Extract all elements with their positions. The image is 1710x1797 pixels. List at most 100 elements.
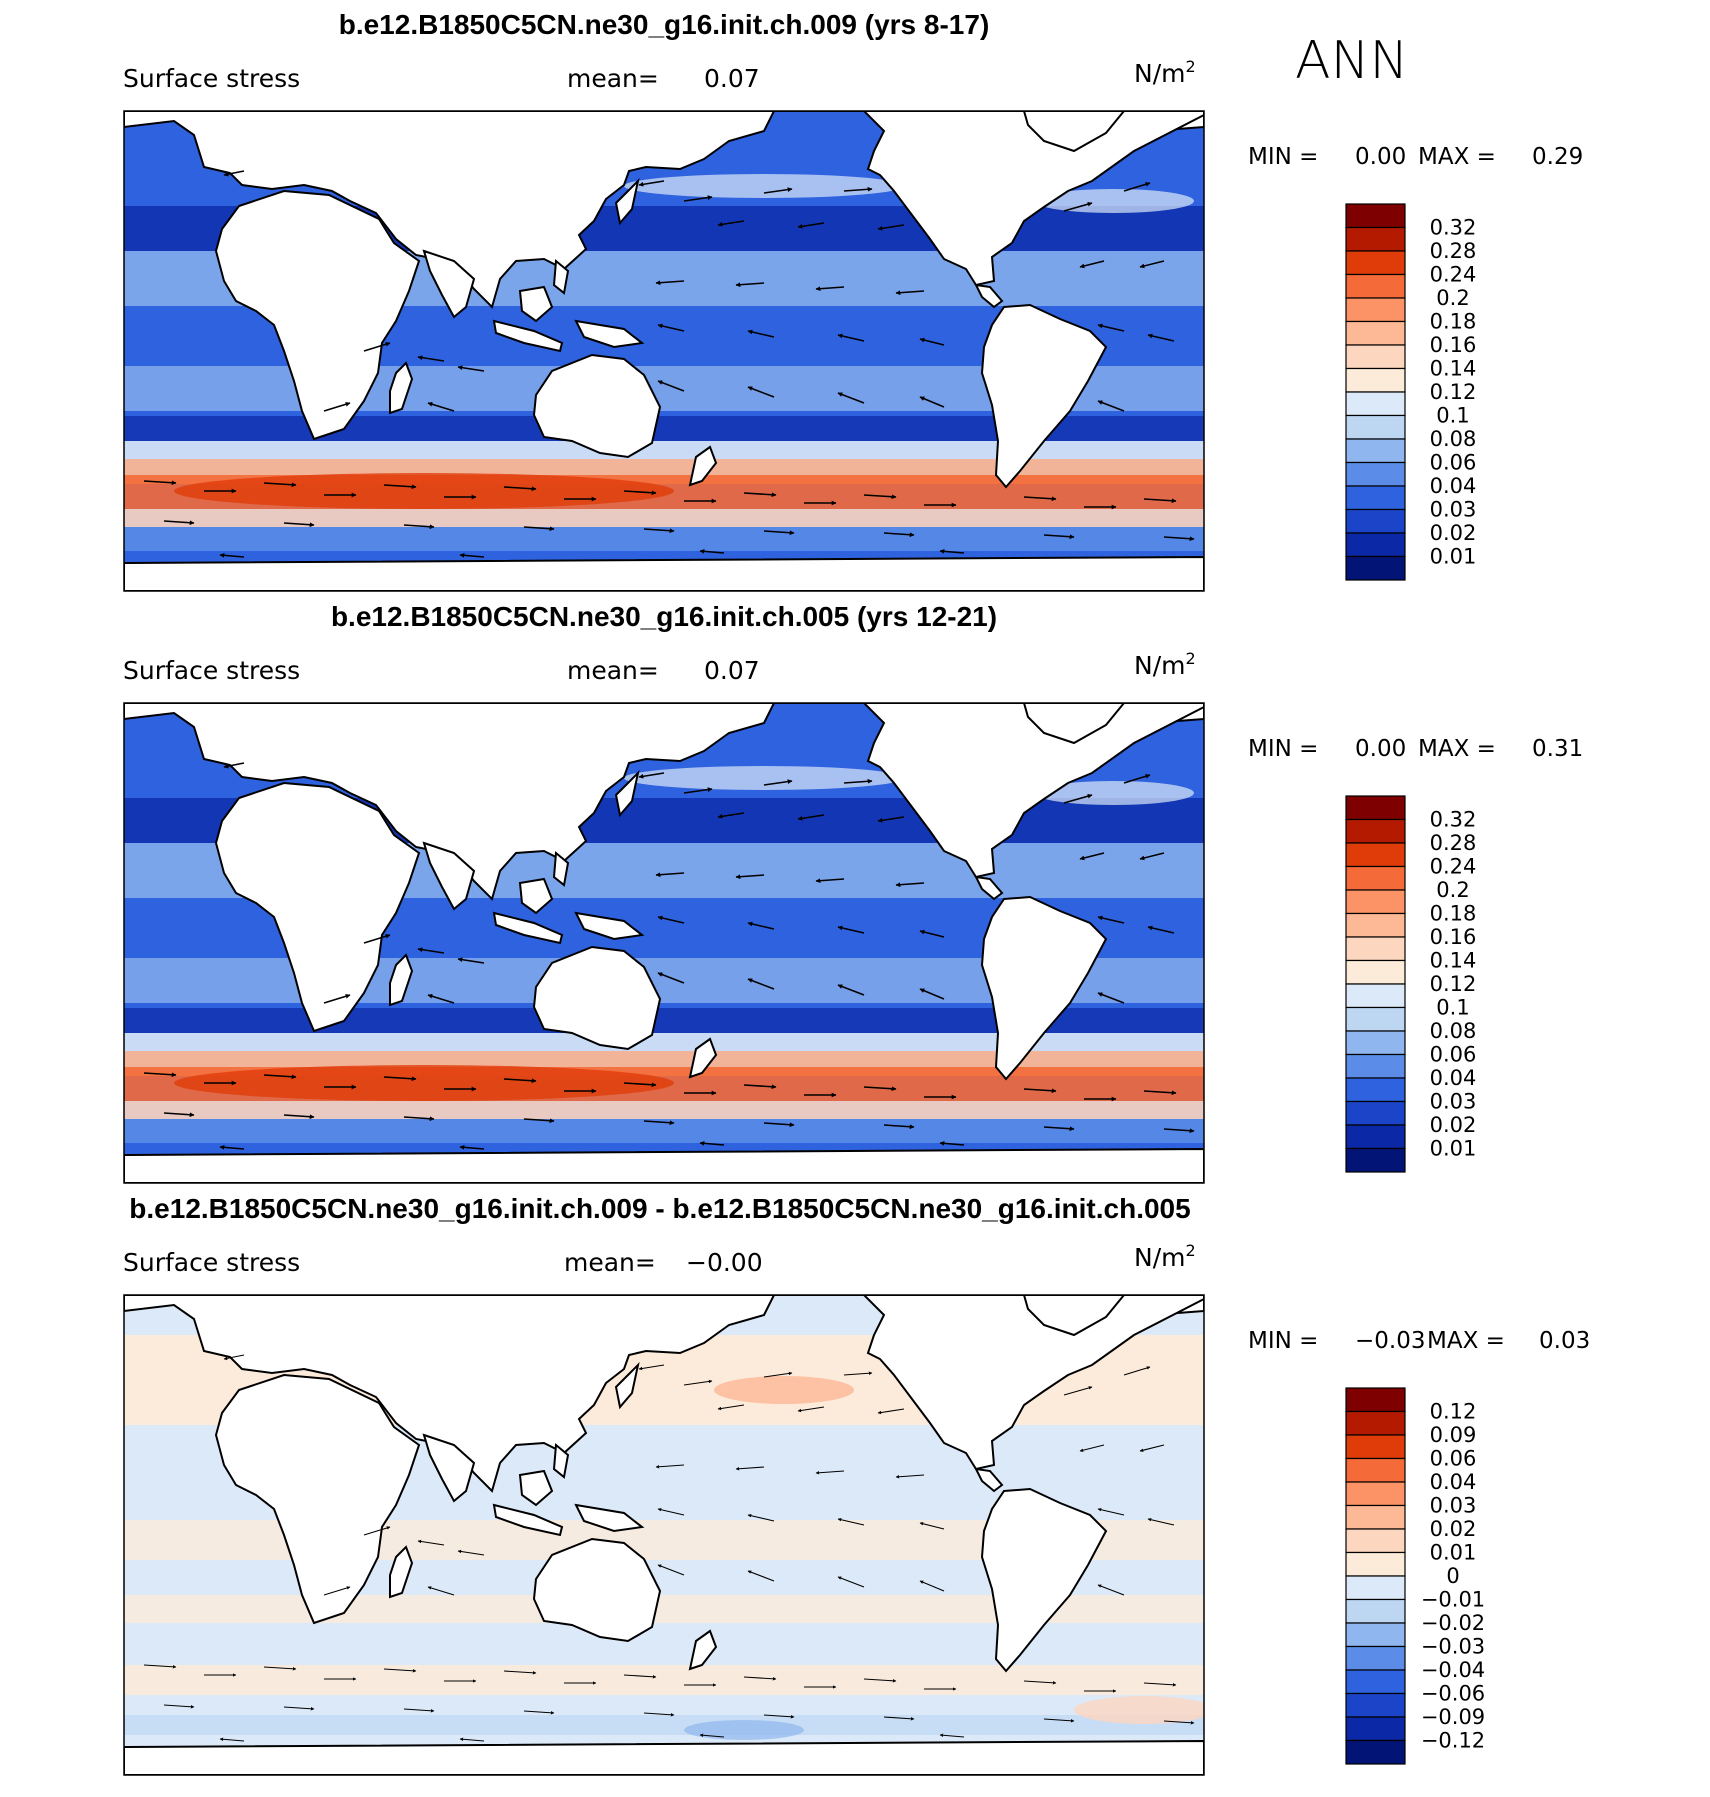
map-frame <box>123 1294 1205 1776</box>
mean-value: 0.07 <box>704 64 760 93</box>
colorbar-box <box>1345 1551 1406 1577</box>
colorbar-box <box>1345 320 1406 346</box>
colorbar-box <box>1345 297 1406 323</box>
colorbar: 0.320.280.240.20.180.160.140.120.10.080.… <box>1345 795 1477 1173</box>
surface-stress-label: Surface stress <box>123 64 300 93</box>
colorbar-tick-label: 0.24 <box>1430 263 1477 287</box>
colorbar-tick-label: −0.09 <box>1421 1705 1485 1729</box>
colorbar-box <box>1345 889 1406 915</box>
max-label: MAX = <box>1418 144 1496 170</box>
colorbar-box <box>1345 485 1406 511</box>
colorbar-tick-label: 0.18 <box>1430 310 1477 334</box>
colorbar-tick-label: 0.04 <box>1430 1470 1477 1494</box>
units-label: N/m2 <box>1134 649 1196 680</box>
colorbar-box <box>1345 532 1406 558</box>
colorbar-tick-label: −0.06 <box>1421 1682 1485 1706</box>
colorbar-tick-label: 0.06 <box>1430 451 1477 475</box>
map-plot <box>123 702 1205 1184</box>
min-label: MIN = <box>1248 1328 1318 1354</box>
colorbar-box <box>1345 1504 1406 1530</box>
max-value: 0.03 <box>1539 1328 1590 1354</box>
north-pacific-jet <box>624 174 904 198</box>
colorbar-tick-label: 0.09 <box>1430 1423 1477 1447</box>
map-plot <box>123 1294 1205 1776</box>
colorbar-box <box>1345 461 1406 487</box>
colorbar-tick-label: 0.14 <box>1430 357 1477 381</box>
colorbar-box <box>1345 1387 1406 1413</box>
colorbar-box <box>1345 1481 1406 1507</box>
westerly-edge-band <box>124 1033 1204 1051</box>
units-label: N/m2 <box>1134 57 1196 88</box>
southern-ocean-warm-band <box>124 1665 1204 1695</box>
north-atlantic-jet <box>1034 781 1194 805</box>
colorbar-tick-label: 0.16 <box>1430 925 1477 949</box>
colorbar-box <box>1345 1645 1406 1671</box>
colorbar-tick-label: 0.03 <box>1430 1494 1477 1518</box>
colorbar-tick-label: 0.12 <box>1430 1400 1477 1424</box>
westerly-south-band <box>124 1101 1204 1119</box>
colorbar-box <box>1345 438 1406 464</box>
colorbar-box <box>1345 1124 1406 1150</box>
colorbar-box <box>1345 1669 1406 1695</box>
max-label: MAX = <box>1427 1328 1505 1354</box>
mean-label: mean= <box>567 64 659 93</box>
colorbar-tick-label: −0.02 <box>1421 1611 1485 1635</box>
colorbar: 0.320.280.240.20.180.160.140.120.10.080.… <box>1345 203 1477 581</box>
colorbar-tick-label: −0.12 <box>1421 1729 1485 1753</box>
colorbar-box <box>1345 842 1406 868</box>
colorbar-box <box>1345 1030 1406 1056</box>
colorbar-tick-label: 0.02 <box>1430 1113 1477 1137</box>
colorbar-box <box>1345 367 1406 393</box>
map-frame <box>123 702 1205 1184</box>
colorbar-box <box>1345 414 1406 440</box>
north-pacific-jet <box>624 766 904 790</box>
colorbar-tick-label: 0.28 <box>1430 239 1477 263</box>
colorbar-box <box>1345 250 1406 276</box>
colorbar-tick-label: 0.03 <box>1430 1090 1477 1114</box>
colorbar-tick-label: 0.08 <box>1430 1019 1477 1043</box>
map-panel-2: b.e12.B1850C5CN.ne30_g16.init.ch.005 (yr… <box>123 601 1583 1184</box>
mean-value: 0.07 <box>704 656 760 685</box>
colorbar-box <box>1345 555 1406 581</box>
colorbar-box <box>1345 959 1406 985</box>
units-label: N/m2 <box>1134 1241 1196 1272</box>
colorbar-tick-label: 0.32 <box>1430 808 1477 832</box>
colorbar-box <box>1345 1692 1406 1718</box>
colorbar-tick-label: 0.12 <box>1430 380 1477 404</box>
colorbar-box <box>1345 936 1406 962</box>
units-superscript: 2 <box>1185 57 1195 76</box>
map-panel-1: b.e12.B1850C5CN.ne30_g16.init.ch.009 (yr… <box>123 9 1583 592</box>
storm-track-core <box>174 473 674 509</box>
colorbar-tick-label: 0.1 <box>1436 996 1469 1020</box>
surface-stress-label: Surface stress <box>123 656 300 685</box>
storm-track-core <box>174 1065 674 1101</box>
colorbar-box <box>1345 273 1406 299</box>
colorbar-tick-label: 0.18 <box>1430 902 1477 926</box>
colorbar-box <box>1345 983 1406 1009</box>
min-value: −0.03 <box>1355 1328 1425 1354</box>
colorbar-tick-label: 0.04 <box>1430 474 1477 498</box>
npac-diff-max <box>714 1376 854 1404</box>
colorbar-tick-label: 0.01 <box>1430 1541 1477 1565</box>
season-label: ANN <box>1295 31 1408 91</box>
colorbar-box <box>1345 1006 1406 1032</box>
colorbar-tick-label: 0.06 <box>1430 1043 1477 1067</box>
colorbar-tick-label: 0.14 <box>1430 949 1477 973</box>
colorbar-tick-label: 0.04 <box>1430 1066 1477 1090</box>
max-value: 0.29 <box>1532 144 1583 170</box>
westerly-edge-band <box>124 441 1204 459</box>
colorbar-tick-label: 0.2 <box>1436 878 1469 902</box>
colorbar-box <box>1345 226 1406 252</box>
colorbar-tick-label: 0.24 <box>1430 855 1477 879</box>
colorbar-tick-label: 0.12 <box>1430 972 1477 996</box>
westerly-south-band <box>124 509 1204 527</box>
colorbar-box <box>1345 1147 1406 1173</box>
colorbar-tick-label: 0.01 <box>1430 1137 1477 1161</box>
colorbar-box <box>1345 1528 1406 1554</box>
colorbar-tick-label: 0.02 <box>1430 521 1477 545</box>
colorbar-box <box>1345 344 1406 370</box>
colorbar: 0.120.090.060.040.030.020.010−0.01−0.02−… <box>1345 1387 1485 1765</box>
colorbar-tick-label: 0.01 <box>1430 545 1477 569</box>
panel-title: b.e12.B1850C5CN.ne30_g16.init.ch.005 (yr… <box>331 601 997 632</box>
colorbar-box <box>1345 508 1406 534</box>
